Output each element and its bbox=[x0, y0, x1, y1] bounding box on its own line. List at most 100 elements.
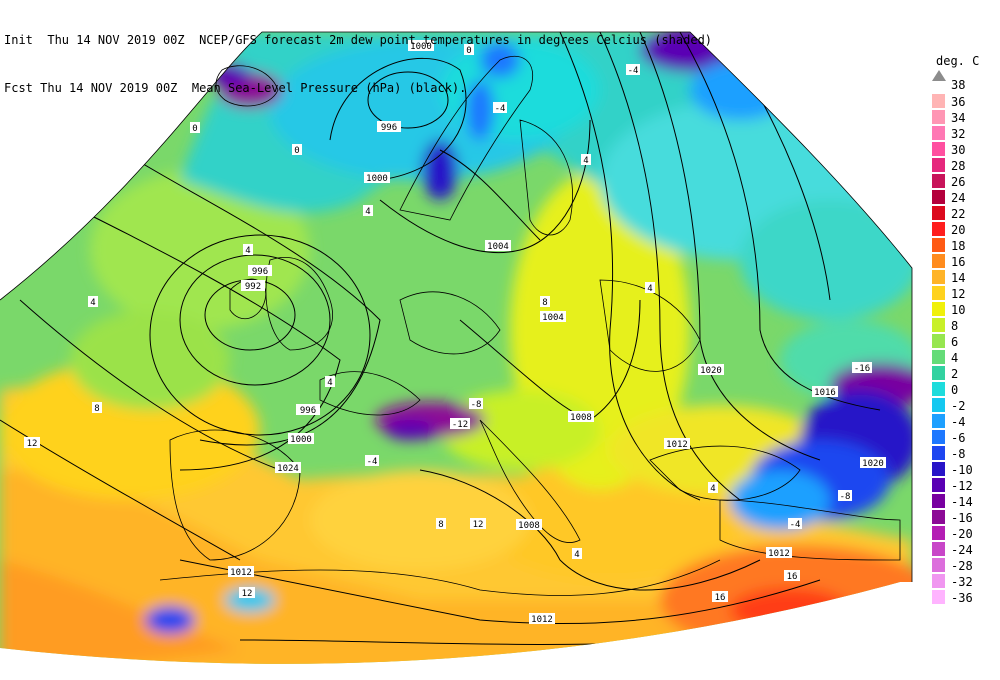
svg-text:996: 996 bbox=[300, 406, 316, 416]
legend-title: deg. C bbox=[936, 54, 980, 68]
legend-swatch bbox=[932, 174, 945, 188]
svg-text:8: 8 bbox=[94, 404, 99, 414]
svg-text:1008: 1008 bbox=[570, 413, 592, 423]
isobar-label: 996 bbox=[377, 121, 401, 133]
legend-label: -28 bbox=[951, 559, 973, 573]
legend-label: 36 bbox=[951, 95, 966, 109]
legend-label: -2 bbox=[951, 399, 966, 413]
legend-swatch bbox=[932, 206, 945, 220]
svg-text:1000: 1000 bbox=[366, 174, 388, 184]
svg-text:16: 16 bbox=[715, 593, 726, 603]
legend-label: -4 bbox=[951, 415, 966, 429]
svg-text:0: 0 bbox=[466, 46, 471, 56]
svg-text:-4: -4 bbox=[790, 520, 801, 530]
legend-swatch bbox=[932, 270, 945, 284]
legend-swatch bbox=[932, 414, 945, 428]
svg-text:16: 16 bbox=[787, 572, 798, 582]
temp-label: 12 bbox=[24, 437, 40, 449]
isobar-label: 1000 bbox=[288, 433, 314, 445]
isobar-label: 1000 bbox=[364, 172, 390, 184]
svg-text:0: 0 bbox=[294, 146, 299, 156]
temp-label: 8 bbox=[436, 518, 446, 530]
legend-swatch bbox=[932, 526, 945, 540]
temp-label: 4 bbox=[572, 548, 582, 560]
map-header: Init Thu 14 NOV 2019 00Z NCEP/GFS foreca… bbox=[4, 0, 712, 128]
svg-text:1012: 1012 bbox=[666, 440, 688, 450]
isobar-label: 996 bbox=[296, 404, 320, 416]
temp-label: -8 bbox=[838, 490, 852, 502]
svg-text:1004: 1004 bbox=[487, 242, 509, 252]
svg-text:992: 992 bbox=[245, 282, 261, 292]
isobar-label: 1020 bbox=[860, 457, 886, 469]
svg-text:1000: 1000 bbox=[410, 42, 432, 52]
legend-swatch bbox=[932, 110, 945, 124]
svg-text:12: 12 bbox=[27, 439, 38, 449]
legend-swatch bbox=[932, 158, 945, 172]
svg-text:-12: -12 bbox=[452, 420, 468, 430]
svg-text:4: 4 bbox=[710, 484, 715, 494]
isobar-labels: 1000 996 1000 996 992 1004 1004 1020 101… bbox=[228, 40, 886, 625]
legend-label: -20 bbox=[951, 527, 973, 541]
legend-swatch bbox=[932, 382, 945, 396]
isobar-label: 1012 bbox=[766, 547, 792, 559]
svg-text:4: 4 bbox=[327, 378, 332, 388]
legend-swatch bbox=[932, 126, 945, 140]
svg-text:-16: -16 bbox=[854, 364, 870, 374]
temp-label: -4 bbox=[626, 64, 640, 76]
legend-swatch bbox=[932, 366, 945, 380]
svg-text:1012: 1012 bbox=[531, 615, 553, 625]
legend-swatch bbox=[932, 190, 945, 204]
svg-text:1020: 1020 bbox=[862, 459, 884, 469]
legend-swatch bbox=[932, 350, 945, 364]
temp-label: 0 bbox=[190, 122, 200, 134]
svg-text:4: 4 bbox=[365, 207, 370, 217]
legend-swatch bbox=[932, 318, 945, 332]
temp-label: -4 bbox=[788, 518, 802, 530]
svg-text:4: 4 bbox=[647, 284, 652, 294]
legend-label: 4 bbox=[951, 351, 959, 365]
legend-swatch bbox=[932, 430, 945, 444]
legend-label: 16 bbox=[951, 255, 966, 269]
svg-text:4: 4 bbox=[90, 298, 95, 308]
header-line-2: Fcst Thu 14 NOV 2019 00Z Mean Sea-Level … bbox=[4, 81, 467, 95]
isobar-label: 996 bbox=[248, 265, 272, 277]
isobar-label: 1012 bbox=[529, 613, 555, 625]
temperature-labels: 0 0 0 4 4 4 4 4 8 8 8 12 12 12 -4 -4 -8 … bbox=[24, 44, 872, 603]
legend-label: -36 bbox=[951, 591, 973, 605]
isobar-label: 1016 bbox=[812, 386, 838, 398]
temp-label: -4 bbox=[365, 455, 379, 467]
legend-label: 10 bbox=[951, 303, 966, 317]
legend-swatch bbox=[932, 334, 945, 348]
isobar-label: 1020 bbox=[698, 364, 724, 376]
legend-swatch bbox=[932, 94, 945, 108]
legend-label: 8 bbox=[951, 319, 959, 333]
svg-text:-4: -4 bbox=[495, 104, 506, 114]
svg-text:4: 4 bbox=[583, 156, 588, 166]
temp-label: 4 bbox=[581, 154, 591, 166]
legend-label: -24 bbox=[951, 543, 973, 557]
svg-text:-4: -4 bbox=[367, 457, 378, 467]
isobar-label: 1004 bbox=[485, 240, 511, 252]
legend-swatch bbox=[932, 510, 945, 524]
isobar-label: 1000 bbox=[408, 40, 434, 52]
svg-text:-4: -4 bbox=[628, 66, 639, 76]
legend-label: 2 bbox=[951, 367, 959, 381]
temp-label: -4 bbox=[493, 102, 507, 114]
svg-text:1016: 1016 bbox=[814, 388, 836, 398]
legend-top-label: 38 bbox=[951, 78, 966, 92]
legend-label: -12 bbox=[951, 479, 973, 493]
legend-label: -8 bbox=[951, 447, 966, 461]
svg-text:8: 8 bbox=[542, 298, 547, 308]
temp-label: 0 bbox=[292, 144, 302, 156]
temp-label: 0 bbox=[464, 44, 474, 56]
legend-swatch bbox=[932, 302, 945, 316]
legend-label: 28 bbox=[951, 159, 966, 173]
temp-label: 4 bbox=[243, 244, 253, 256]
isobar-label: 1024 bbox=[275, 462, 301, 474]
isobar-label: 1004 bbox=[540, 311, 566, 323]
legend-label: -10 bbox=[951, 463, 973, 477]
legend-swatch bbox=[932, 462, 945, 476]
svg-text:12: 12 bbox=[242, 589, 253, 599]
